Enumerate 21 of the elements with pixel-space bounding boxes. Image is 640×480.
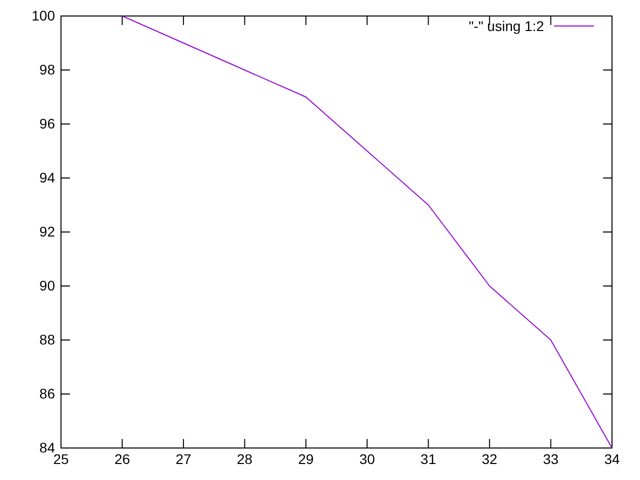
line-series (122, 16, 612, 448)
x-tick-label: 27 (176, 450, 192, 467)
x-tick-label: 28 (236, 450, 253, 467)
x-tick-label: 26 (114, 450, 130, 467)
text: "-" using 1:2 (468, 18, 544, 34)
y-tick-label: 100 (32, 7, 56, 24)
y-tick-label: 94 (39, 169, 56, 186)
x-tick-label: 34 (604, 450, 620, 467)
y-tick-label: 98 (39, 61, 56, 78)
x-tick-label: 32 (482, 450, 498, 467)
y-tick-label: 96 (39, 115, 56, 132)
y-tick-label: 88 (39, 331, 56, 348)
y-tick-label: 92 (39, 223, 56, 240)
x-tick-label: 30 (359, 450, 376, 467)
x-tick-label: 25 (53, 450, 69, 467)
x-tick-label: 33 (542, 450, 559, 467)
y-tick-label: 86 (39, 385, 56, 402)
y-tick-label: 84 (39, 439, 56, 456)
y-tick-label: 90 (39, 277, 56, 294)
x-tick-label: 31 (420, 450, 436, 467)
x-tick-label: 29 (298, 450, 314, 467)
